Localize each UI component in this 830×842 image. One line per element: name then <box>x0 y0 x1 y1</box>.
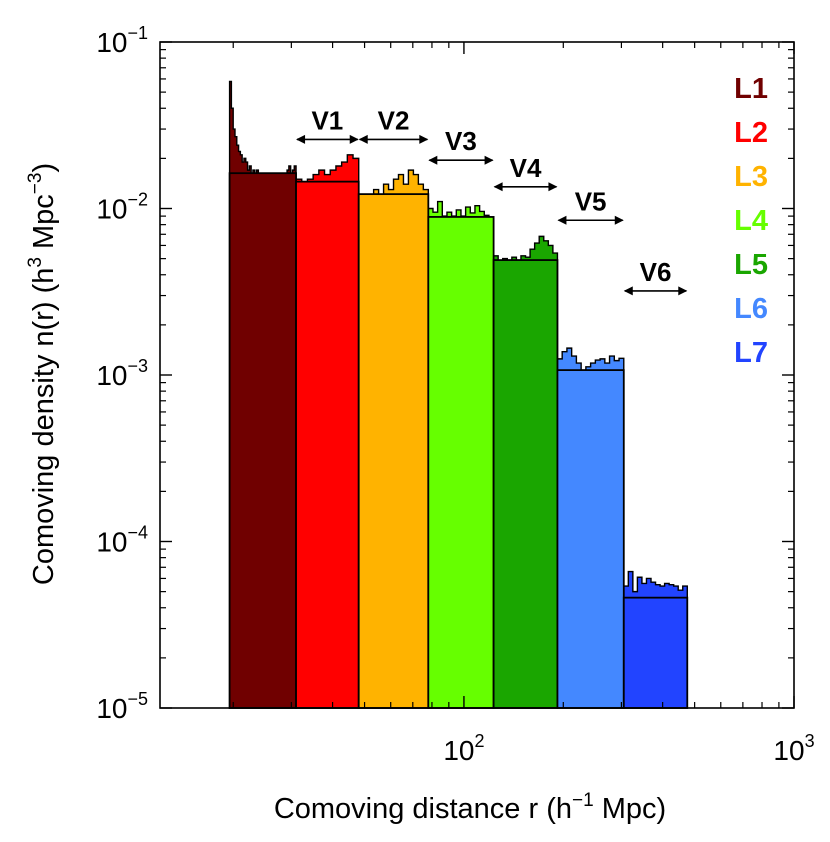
volume-label: V2 <box>378 105 410 135</box>
arrow-head-left <box>557 215 567 225</box>
arrow-head-right <box>678 286 688 296</box>
arrow-head-right <box>484 155 494 165</box>
bar-L1 <box>228 172 297 709</box>
volume-V4: V4 <box>493 153 558 192</box>
bar-L6 <box>556 369 625 709</box>
x-axis: 102 103 <box>232 42 815 766</box>
y-tick-label: 10−3 <box>96 356 148 391</box>
bar-L7 <box>622 596 689 709</box>
legend-item-L5: L5 <box>734 249 768 281</box>
volume-label: V3 <box>445 126 477 156</box>
arrow-head-left <box>623 286 633 296</box>
volume-label: V5 <box>575 186 607 216</box>
arrow-head-left <box>296 134 306 144</box>
y-tick-label: 10−1 <box>96 23 148 58</box>
legend-item-L1: L1 <box>734 73 768 105</box>
y-tick-label: 10−2 <box>96 190 148 225</box>
arrow-head-right <box>614 215 624 225</box>
volume-V2: V2 <box>358 105 429 144</box>
arrow-head-left <box>493 182 503 192</box>
y-tick-label: 10−4 <box>96 523 148 558</box>
y-axis: 10−5 10−4 10−3 10−2 10−1 <box>96 23 794 724</box>
y-tick-label: 10−5 <box>96 689 148 724</box>
x-axis-title: Comoving distance r (h−1 Mpc) <box>274 790 666 825</box>
arrow-head-left <box>358 134 368 144</box>
legend-item-L2: L2 <box>734 117 768 149</box>
legend-item-L3: L3 <box>734 161 768 193</box>
bar-L5 <box>492 259 559 709</box>
bar-L2 <box>295 180 360 709</box>
volume-label: V6 <box>640 257 672 287</box>
x-tick-label: 102 <box>443 731 484 766</box>
volume-V5: V5 <box>557 186 624 225</box>
x-tick-label: 103 <box>773 731 814 766</box>
volume-V3: V3 <box>428 126 494 165</box>
volume-label: V4 <box>510 153 542 183</box>
bar-L3 <box>357 193 430 709</box>
arrow-head-left <box>428 155 438 165</box>
legend: L1 L2 L3 L4 L5 L6 L7 <box>734 73 768 369</box>
legend-item-L4: L4 <box>734 205 768 237</box>
plot-area: V1 V2 V3 V4 V5 V6 <box>159 41 795 709</box>
arrow-head-right <box>548 182 558 192</box>
arrow-head-right <box>349 134 359 144</box>
volume-label: V1 <box>311 105 343 135</box>
arrow-head-right <box>419 134 429 144</box>
volume-V1: V1 <box>296 105 359 144</box>
legend-item-L7: L7 <box>734 337 768 369</box>
y-axis-title: Comoving density n(r) (h3 Mpc−3) <box>25 163 60 585</box>
bar-L4 <box>427 216 495 709</box>
legend-item-L6: L6 <box>734 293 768 325</box>
volume-V6: V6 <box>623 257 688 296</box>
